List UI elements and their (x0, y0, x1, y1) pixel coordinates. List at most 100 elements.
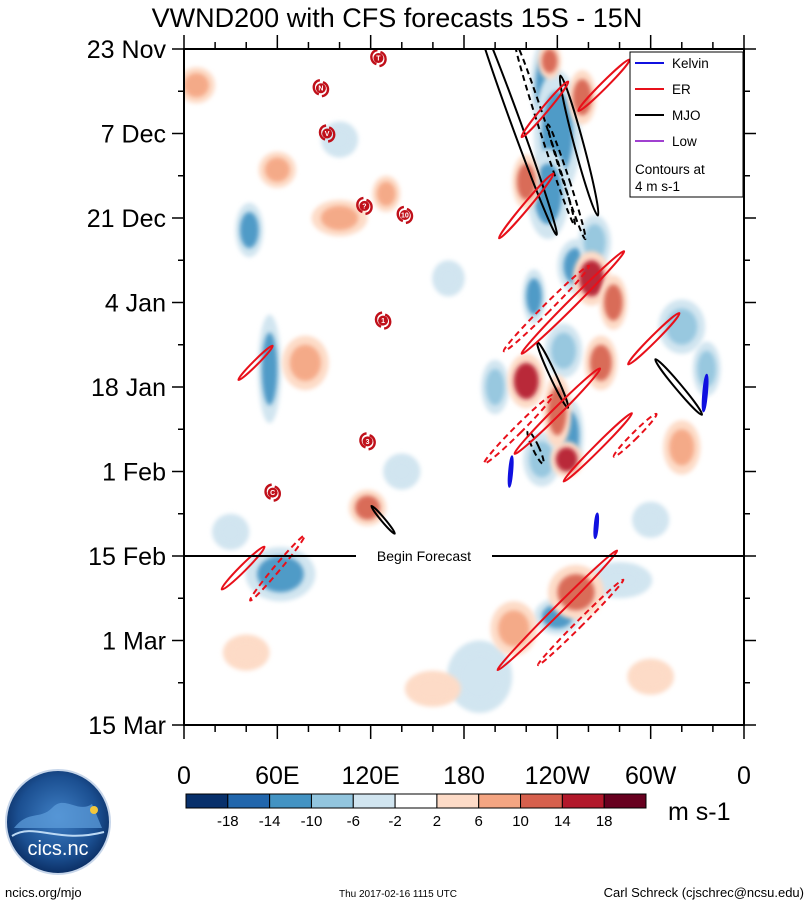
storm-marker-layer: T N V? 10 1 3 C (264, 49, 414, 502)
storm-swirl (396, 205, 414, 225)
storm-label: C (270, 490, 275, 497)
field-blob (485, 368, 505, 406)
legend-box (629, 51, 744, 198)
storm-marker: 10 (396, 205, 414, 225)
field-blob (264, 157, 290, 182)
footer-timestamp: Thu 2017-02-16 1115 UTC (339, 889, 457, 900)
y-axis: 23 Nov 7 Dec 21 Dec 4 Jan 18 Jan 1 Feb 15 Feb 1… (87, 36, 756, 740)
logo-sun (90, 806, 98, 814)
wave-contour-er (562, 412, 633, 483)
field-blob (604, 284, 623, 321)
logo-text: cics.nc (27, 838, 88, 860)
wave-contour-er (627, 312, 681, 366)
storm-core (315, 83, 326, 94)
field-blob (529, 441, 555, 478)
logo-wave (11, 830, 105, 837)
storm-swirl (374, 311, 392, 330)
y-tick-label: 1 Mar (102, 628, 166, 656)
colorbar-swatch (436, 793, 480, 809)
legend-label-low: Low (672, 134, 697, 149)
storm-marker: ? (356, 196, 373, 216)
x-tick-label: 180 (443, 762, 485, 790)
storm-swirl (359, 432, 376, 451)
storm-marker: N (312, 79, 330, 98)
colorbar: -18 -14 -10 -6 -2 2 6 10 14 18 (185, 793, 647, 830)
field-blob (551, 332, 576, 369)
wave-contour-mjo (472, 49, 558, 236)
field-blob (557, 574, 595, 611)
storm-marker: T (370, 49, 387, 68)
y-tick-label: 15 Feb (88, 543, 166, 571)
field-blob (389, 459, 415, 484)
storm-core (373, 53, 384, 64)
legend-label-kelvin: Kelvin (672, 56, 709, 71)
colorbar-label: -2 (388, 813, 401, 830)
wind-field-layer (184, 49, 721, 713)
field-blob (666, 308, 698, 345)
field-blob (376, 181, 396, 206)
colorbar-swatch (394, 793, 438, 809)
colorbar-label: 2 (433, 813, 441, 830)
y-tick-label: 23 Nov (87, 36, 167, 64)
field-blob (583, 224, 606, 261)
storm-label: N (318, 86, 323, 93)
field-blob (289, 344, 321, 381)
colorbar-swatch (520, 793, 563, 809)
chart-title: VWND200 with CFS forecasts 15S - 15N (152, 3, 643, 33)
storm-label: 3 (366, 439, 370, 446)
x-tick-label: 60E (255, 762, 299, 790)
field-blob (590, 344, 612, 381)
field-blob (669, 429, 695, 466)
storm-label: ? (362, 203, 366, 210)
wave-contour-kelvin (701, 373, 709, 413)
legend-label-er: ER (672, 82, 691, 97)
storm-core (322, 128, 333, 139)
colorbar-swatch (603, 793, 647, 809)
storm-core (267, 487, 278, 498)
wave-contour-er (520, 250, 626, 355)
y-tick-label: 18 Jan (91, 374, 166, 402)
wave-contour-mjo (654, 358, 704, 416)
colorbar-swatch (269, 793, 312, 809)
y-tick-label: 1 Feb (102, 459, 166, 487)
field-blob (597, 568, 642, 593)
field-blob (261, 332, 278, 406)
colorbar-swatch (478, 793, 522, 809)
field-blob (230, 640, 262, 665)
wave-contour-kelvin (593, 512, 600, 540)
colorbar-label: -18 (217, 813, 239, 830)
field-blob (257, 556, 304, 593)
legend: Kelvin ER MJO Low Contours at 4 m s-1 (629, 51, 744, 198)
wave-contour-kelvin (507, 455, 514, 488)
footer-author: Carl Schreck (cjschrec@ncsu.edu) (604, 885, 804, 900)
storm-core (399, 209, 410, 220)
field-blob (555, 447, 578, 472)
x-axis: 0 60E 120E 180 120W 60W 0 (177, 35, 751, 790)
wave-contour-er (536, 578, 625, 667)
colorbar-swatch (185, 793, 229, 809)
storm-swirl (312, 79, 330, 98)
colorbar-swatch (352, 793, 396, 809)
colorbar-label: 6 (475, 813, 483, 830)
wave-contour-mjo (370, 504, 396, 535)
field-blob (697, 350, 717, 387)
y-tick-label: 7 Dec (101, 121, 166, 149)
wave-contour-er (497, 172, 555, 240)
field-blob (457, 652, 502, 701)
storm-swirl (264, 483, 281, 502)
storm-core (359, 200, 370, 211)
storm-core (362, 436, 373, 447)
storm-marker: C (264, 483, 281, 502)
storm-swirl (356, 196, 373, 216)
x-tick-label: 120W (525, 762, 591, 790)
wave-contour-er (483, 393, 554, 465)
x-tick-label: 0 (737, 762, 751, 790)
field-blob (355, 495, 380, 520)
field-blob (526, 278, 542, 315)
field-blob (184, 73, 209, 98)
storm-core (378, 315, 389, 326)
legend-label-mjo: MJO (672, 108, 701, 123)
x-tick-label: 60W (625, 762, 677, 790)
storm-label: T (376, 56, 381, 63)
